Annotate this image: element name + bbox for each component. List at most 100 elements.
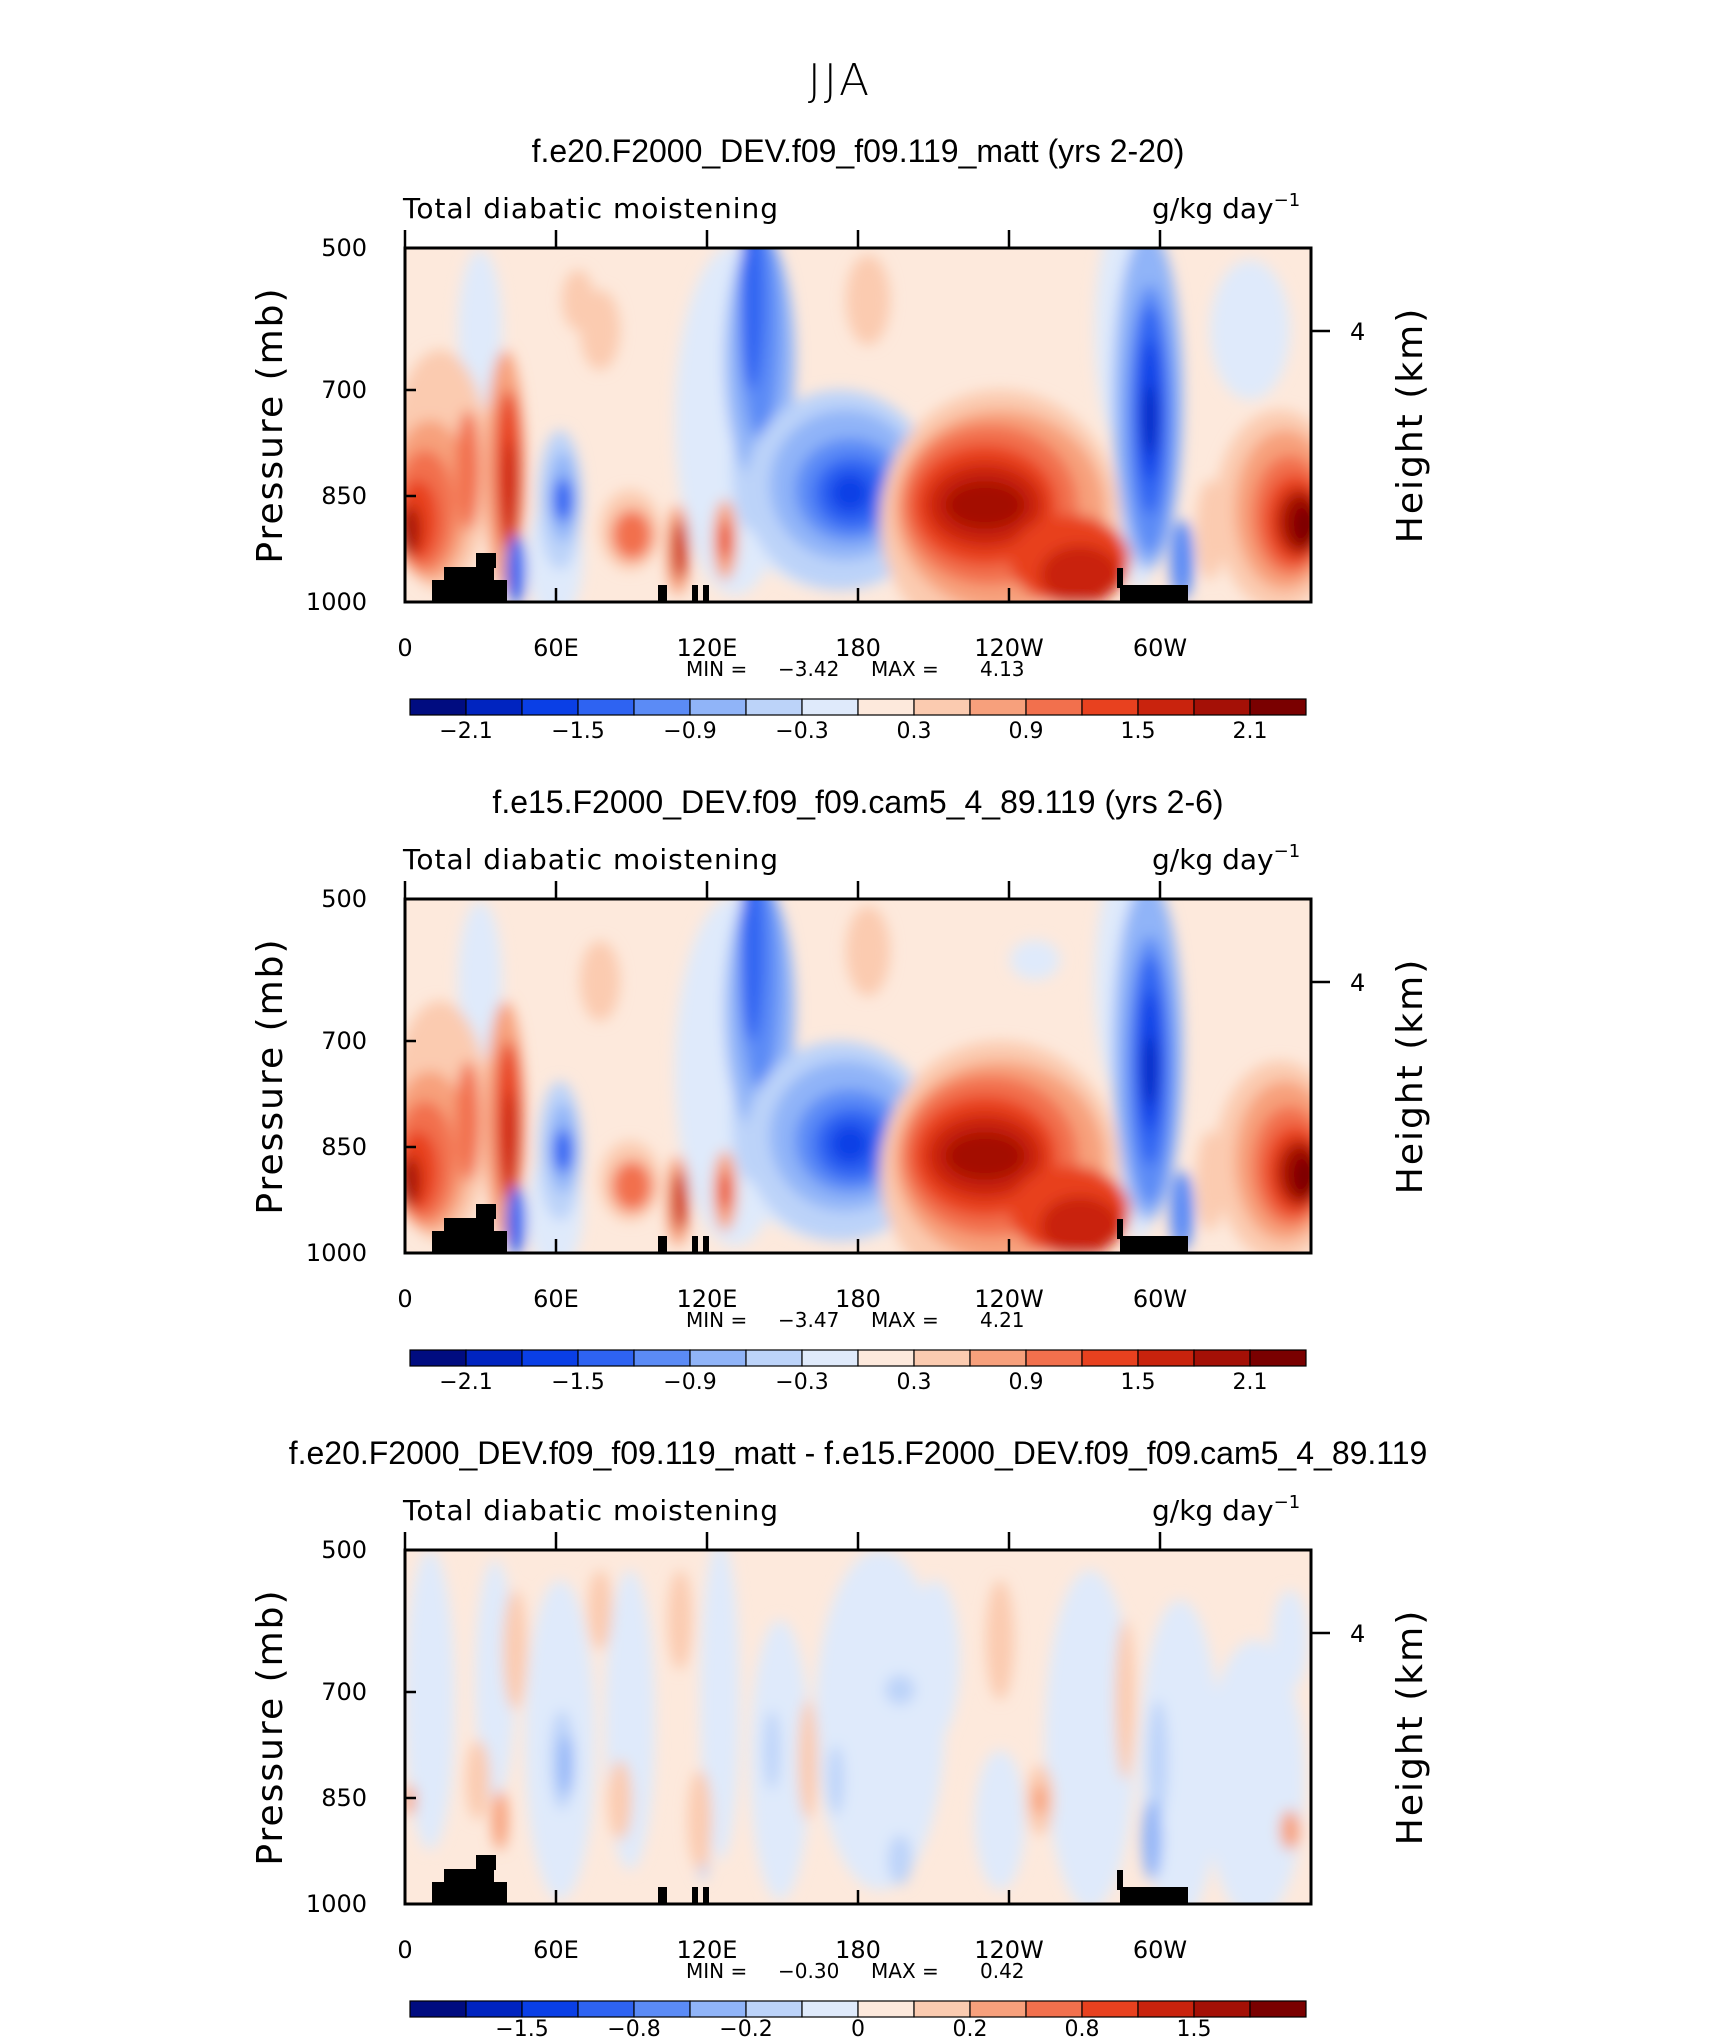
colorbar-box <box>1193 698 1251 716</box>
colorbar-box <box>969 2000 1027 2018</box>
panel-2-colorbar-label: 1.5 <box>1121 1370 1156 1395</box>
colorbar-box <box>1193 2000 1251 2018</box>
panel-2-field <box>405 899 1311 1253</box>
panel-1-ticks <box>403 230 1330 604</box>
panel-2-colorbar <box>409 1349 1307 1367</box>
panel-1-x-tick-120e: 120E <box>677 634 738 662</box>
panel-3: f.e20.F2000_DEV.f09_f09.119_matt - f.e15… <box>250 1435 1431 2038</box>
colorbar-box <box>857 2000 915 2018</box>
panel-2-units: g/kg day−1 <box>1152 841 1300 876</box>
panel-3-title: f.e20.F2000_DEV.f09_f09.119_matt - f.e15… <box>289 1435 1428 1471</box>
panel-1-x-ticks: 0 60E 120E 180 120W 60W <box>397 634 1187 662</box>
colorbar-box <box>857 1349 915 1367</box>
panel-1-colorbar <box>409 698 1307 716</box>
colorbar-box <box>409 698 467 716</box>
panel-1-colorbar-label: −1.5 <box>551 719 604 744</box>
panel-2-ylabel: Pressure (mb) <box>250 937 291 1214</box>
colorbar-box <box>689 1349 747 1367</box>
panel-2-x-tick-120e: 120E <box>677 1285 738 1313</box>
panel-2-colorbar-label: 2.1 <box>1233 1370 1268 1395</box>
colorbar-box <box>801 698 859 716</box>
panel-2-terrain <box>432 1204 1188 1253</box>
colorbar-box <box>521 1349 579 1367</box>
panel-2-x-tick-120w: 120W <box>974 1285 1044 1313</box>
panel-1-colorbar-label: −0.9 <box>663 719 716 744</box>
panel-1-max-value: 4.13 <box>980 657 1025 681</box>
panel-2-colorbar-label: 0.3 <box>897 1370 932 1395</box>
panel-2: f.e15.F2000_DEV.f09_f09.cam5_4_89.119 (y… <box>250 784 1431 1395</box>
panel-1-x-tick-0: 0 <box>397 634 412 662</box>
panel-1-ylabel-right: Height (km) <box>1390 307 1431 543</box>
colorbar-box <box>633 2000 691 2018</box>
panel-1-y-right-tick: 4 <box>1350 318 1365 346</box>
panel-3-x-tick-120e: 120E <box>677 1936 738 1964</box>
panel-1-colorbar-label: −0.3 <box>775 719 828 744</box>
panel-1-colorbar-label: −2.1 <box>439 719 492 744</box>
panel-1-y-tick-500: 500 <box>321 234 367 262</box>
panel-1-title: f.e20.F2000_DEV.f09_f09.119_matt (yrs 2-… <box>532 133 1185 169</box>
colorbar-box <box>801 2000 859 2018</box>
panel-3-x-ticks: 0 60E 120E 180 120W 60W <box>397 1936 1187 1964</box>
colorbar-box <box>577 2000 635 2018</box>
colorbar-box <box>745 2000 803 2018</box>
panel-1-y-tick-1000: 1000 <box>306 588 367 616</box>
panel-1-x-tick-60w: 60W <box>1133 634 1187 662</box>
colorbar-box <box>969 698 1027 716</box>
panel-2-x-tick-60w: 60W <box>1133 1285 1187 1313</box>
panel-3-colorbar-label: 0.8 <box>1065 2017 1100 2038</box>
panel-3-colorbar-label: 1.5 <box>1177 2017 1212 2038</box>
panel-3-colorbar-label: 0 <box>851 2017 865 2038</box>
panel-3-ylabel: Pressure (mb) <box>250 1588 291 1865</box>
panel-1-x-tick-60e: 60E <box>533 634 579 662</box>
panel-3-x-tick-0: 0 <box>397 1936 412 1964</box>
colorbar-box <box>1137 698 1195 716</box>
panel-2-variable-label: Total diabatic moistening <box>402 843 779 876</box>
panel-3-min-value: −0.30 <box>778 1959 839 1983</box>
panel-2-y-tick-700: 700 <box>321 1027 367 1055</box>
colorbar-box <box>1025 1349 1083 1367</box>
panel-1: f.e20.F2000_DEV.f09_f09.119_matt (yrs 2-… <box>250 133 1431 744</box>
panel-3-y-tick-700: 700 <box>321 1678 367 1706</box>
colorbar-box <box>913 2000 971 2018</box>
panel-2-min-value: −3.47 <box>778 1308 839 1332</box>
panel-3-y-right-tick: 4 <box>1350 1620 1365 1648</box>
panel-1-colorbar-label: 1.5 <box>1121 719 1156 744</box>
panel-3-minmax: MIN = −0.30 MAX = 0.42 <box>686 1959 1025 1983</box>
panel-1-colorbar-label: 0.3 <box>897 719 932 744</box>
panel-2-x-tick-0: 0 <box>397 1285 412 1313</box>
panel-3-y-tick-850: 850 <box>321 1784 367 1812</box>
colorbar-box <box>745 698 803 716</box>
panel-3-max-value: 0.42 <box>980 1959 1025 1983</box>
panel-1-colorbar-label: 2.1 <box>1233 719 1268 744</box>
colorbar-box <box>1137 2000 1195 2018</box>
colorbar-box <box>1249 698 1307 716</box>
panel-2-colorbar-label: −0.9 <box>663 1370 716 1395</box>
colorbar-box <box>801 1349 859 1367</box>
colorbar-box <box>409 2000 467 2018</box>
panel-1-minmax: MIN = −3.42 MAX = 4.13 <box>686 657 1025 681</box>
colorbar-box <box>465 698 523 716</box>
panel-3-ticks <box>403 1532 1330 1906</box>
colorbar-box <box>689 698 747 716</box>
colorbar-box <box>1081 1349 1139 1367</box>
panel-2-y-tick-500: 500 <box>321 885 367 913</box>
colorbar-box <box>1025 2000 1083 2018</box>
colorbar-box <box>577 1349 635 1367</box>
panel-1-min-label: MIN = <box>686 657 747 681</box>
panel-2-y-ticks: 500 700 850 1000 <box>306 885 367 1267</box>
panel-2-colorbar-label: −2.1 <box>439 1370 492 1395</box>
colorbar-box <box>633 698 691 716</box>
colorbar-box <box>689 2000 747 2018</box>
panel-1-x-tick-120w: 120W <box>974 634 1044 662</box>
panel-1-field <box>405 248 1311 602</box>
panel-3-x-tick-60e: 60E <box>533 1936 579 1964</box>
panel-1-terrain <box>432 553 1188 602</box>
panel-1-variable-label: Total diabatic moistening <box>402 192 779 225</box>
panel-3-x-tick-180: 180 <box>835 1936 881 1964</box>
colorbar-box <box>969 1349 1027 1367</box>
panel-2-y-tick-850: 850 <box>321 1133 367 1161</box>
panel-3-field <box>405 1550 1311 1904</box>
colorbar-box <box>857 698 915 716</box>
panel-2-colorbar-labels: −2.1 −1.5 −0.9 −0.3 0.3 0.9 1.5 2.1 <box>439 1370 1267 1395</box>
